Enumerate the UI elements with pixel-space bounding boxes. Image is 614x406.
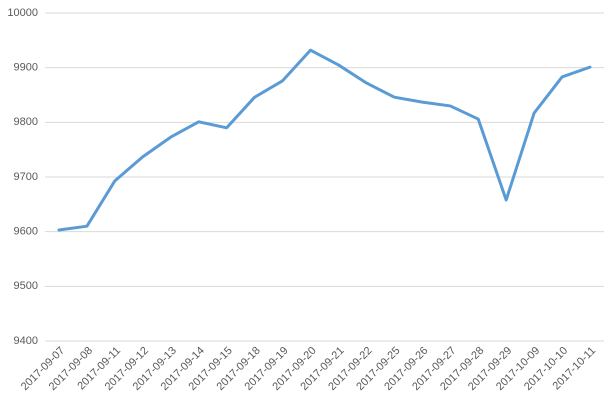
y-tick-label: 10000 bbox=[7, 7, 38, 19]
y-tick-label: 9500 bbox=[14, 280, 38, 292]
y-tick-label: 9700 bbox=[14, 171, 38, 183]
y-tick-label: 9800 bbox=[14, 116, 38, 128]
line bbox=[57, 48, 592, 232]
y-tick-label: 9900 bbox=[14, 62, 38, 74]
y-tick-label: 9400 bbox=[14, 335, 38, 347]
y-tick-label: 9600 bbox=[14, 226, 38, 238]
